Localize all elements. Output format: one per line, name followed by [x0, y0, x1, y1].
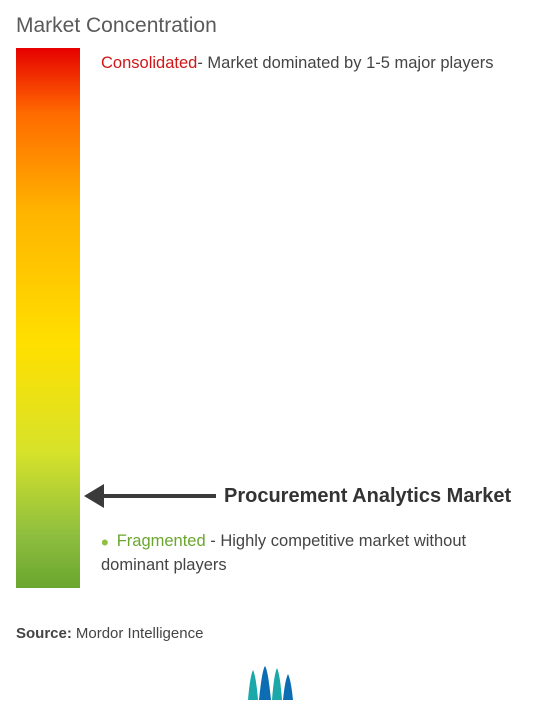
- consolidated-keyword: Consolidated: [101, 54, 197, 72]
- consolidated-description: - Market dominated by 1-5 major players: [197, 54, 493, 72]
- source-label: Source:: [16, 625, 72, 642]
- fragmented-keyword: Fragmented: [117, 532, 206, 550]
- market-position-marker: Procurement Analytics Market: [84, 483, 534, 509]
- bullet-icon: •: [101, 530, 109, 555]
- diagram-body: Consolidated- Market dominated by 1-5 ma…: [16, 48, 540, 608]
- source-value: Mordor Intelligence: [76, 625, 204, 642]
- concentration-gradient-bar: [16, 48, 80, 588]
- market-name-label: Procurement Analytics Market: [224, 485, 511, 508]
- source-line: Source:Mordor Intelligence: [16, 625, 203, 642]
- arrow-left-icon: [84, 483, 216, 509]
- consolidated-annotation: Consolidated- Market dominated by 1-5 ma…: [101, 52, 536, 74]
- figure-root: Market Concentration Consolidated- Marke…: [0, 0, 540, 720]
- fragmented-annotation: •Fragmented - Highly competitive market …: [101, 529, 534, 579]
- brand-logo-icon: [247, 666, 293, 700]
- page-title: Market Concentration: [16, 14, 540, 38]
